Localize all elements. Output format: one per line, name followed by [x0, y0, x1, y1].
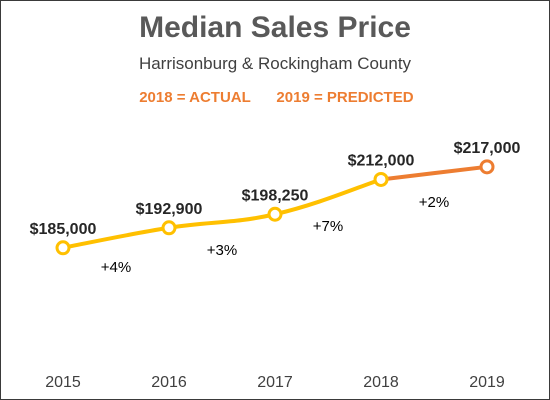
x-tick-label-2017: 2017: [257, 374, 293, 391]
data-point-2019: [479, 159, 495, 175]
plot-area: $185,000 2015 $192,900 2016 $198,250 2017 $212…: [30, 140, 521, 391]
data-label-2017: $198,250: [242, 187, 309, 204]
data-label-2015: $185,000: [30, 221, 97, 238]
actual-legend-label: 2018 = ACTUAL: [139, 89, 251, 106]
chart-subtitle: Harrisonburg & Rockingham County: [139, 54, 412, 73]
predicted-legend-label: 2019 = PREDICTED: [276, 89, 413, 106]
data-point-2018: [373, 171, 389, 187]
data-point-2015: [55, 240, 71, 256]
change-label-2018: +7%: [313, 218, 343, 235]
change-label-2017: +3%: [207, 242, 237, 259]
data-point-2017: [267, 206, 283, 222]
predicted-series-line: [379, 164, 489, 182]
x-tick-label-2018: 2018: [363, 374, 399, 391]
x-tick-label-2016: 2016: [151, 374, 187, 391]
actual-series-line: [61, 177, 383, 250]
data-label-2019: $217,000: [454, 140, 521, 157]
data-point-2016: [161, 220, 177, 236]
chart-title: Median Sales Price: [139, 11, 411, 44]
data-label-2018: $212,000: [348, 152, 415, 169]
x-tick-label-2019: 2019: [469, 374, 505, 391]
data-label-2016: $192,900: [136, 201, 203, 218]
change-label-2016: +4%: [101, 259, 131, 276]
change-label-2019: +2%: [419, 194, 449, 211]
x-tick-label-2015: 2015: [45, 374, 81, 391]
